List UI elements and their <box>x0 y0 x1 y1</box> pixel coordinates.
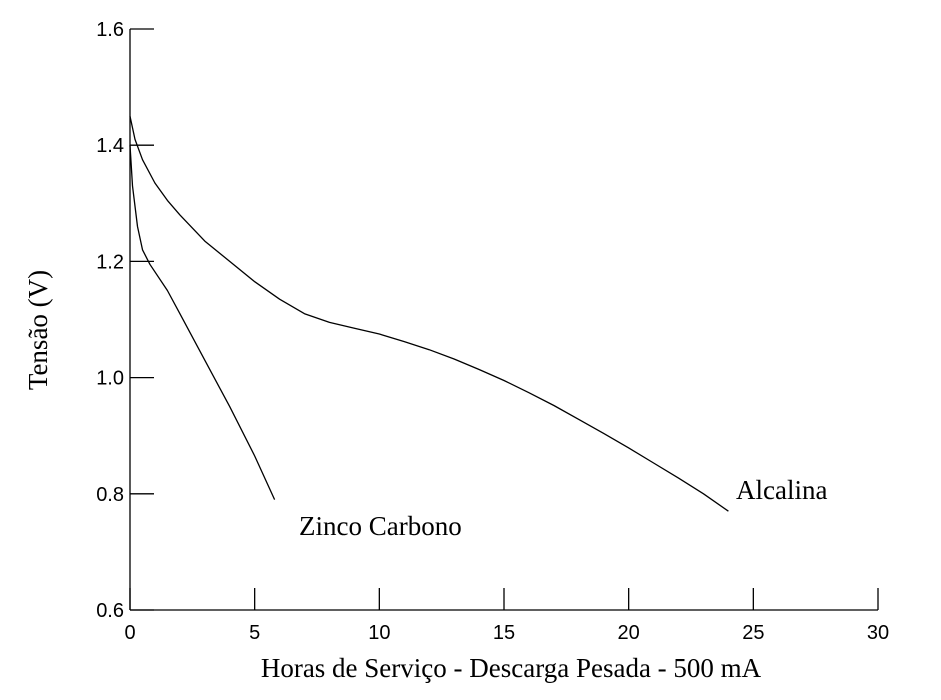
series-line-zinco-carbono <box>129 145 276 500</box>
y-tick-label: 0.8 <box>96 484 124 506</box>
y-tick-label: 1.6 <box>96 19 124 41</box>
series-label-zinco-carbono: Zinco Carbono <box>299 511 462 541</box>
y-tick-label: 1.2 <box>96 251 124 273</box>
labels-layer: Tensão (V) Horas de Serviço - Descarga P… <box>23 270 827 683</box>
x-tick-label: 15 <box>493 622 515 644</box>
x-tick-label: 30 <box>867 622 889 644</box>
x-tick-label: 20 <box>618 622 640 644</box>
x-axis-title: Horas de Serviço - Descarga Pesada - 500… <box>261 653 762 683</box>
series-layer <box>129 116 729 512</box>
x-tick-label: 10 <box>368 622 390 644</box>
x-tick-label: 25 <box>742 622 764 644</box>
x-tick-label: 5 <box>249 622 260 644</box>
axes: 0.6 0.8 1.0 1.2 1.4 1.6 0 5 10 15 20 25 30 <box>96 19 889 644</box>
y-axis-title: Tensão (V) <box>23 270 53 390</box>
y-tick-label: 0.6 <box>96 600 124 622</box>
series-label-alcalina: Alcalina <box>736 475 827 505</box>
series-line-alcalina <box>129 116 729 512</box>
y-tick-label: 1.0 <box>96 368 124 390</box>
x-tick-label: 0 <box>124 622 135 644</box>
y-tick-label: 1.4 <box>96 135 124 157</box>
